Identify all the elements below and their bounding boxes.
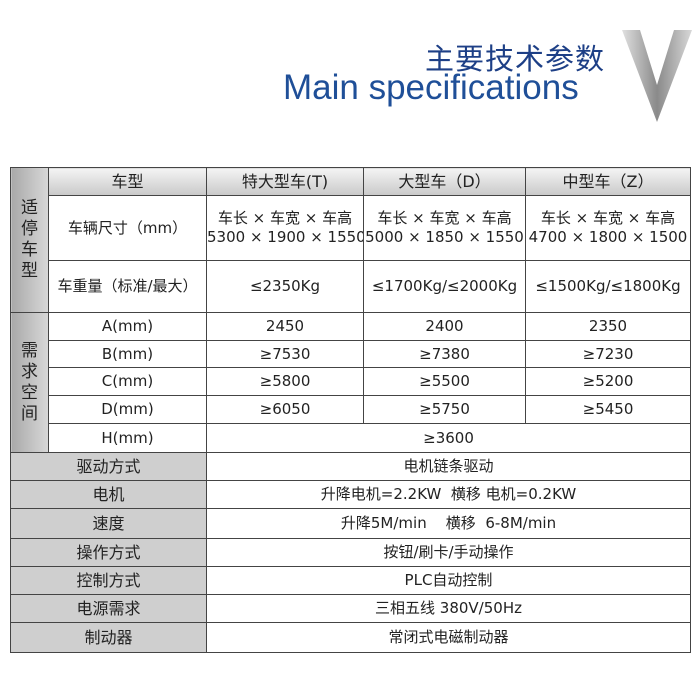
table-cell: ≥7230: [525, 340, 691, 368]
header-cell: 车型: [48, 167, 207, 196]
group-label-vehicle: 适停车型: [10, 167, 49, 313]
group-label-space: 需求空间: [10, 312, 49, 453]
table-row: 需求空间 A(mm) 2450 2400 2350: [10, 312, 691, 453]
spec-value: 按钮/刷卡/手动操作: [206, 538, 691, 567]
cell-line: 车长 × 车宽 × 车高: [540, 209, 676, 227]
row-label: A(mm): [48, 312, 207, 341]
spec-row: 操作方式 按钮/刷卡/手动操作: [10, 538, 691, 567]
header-cell: 大型车（D）: [363, 167, 526, 196]
spec-value: 常闭式电磁制动器: [206, 622, 691, 653]
table-cell: ≥7380: [363, 340, 526, 368]
spec-value: PLC自动控制: [206, 566, 691, 595]
table-cell: ≥5450: [525, 395, 691, 424]
table-cell: ≤1500Kg/≤1800Kg: [525, 260, 691, 313]
row-label: H(mm): [48, 423, 207, 453]
group-label-text: 适停车型: [21, 198, 38, 281]
row-label: 车辆尺寸（mm）: [48, 195, 207, 261]
table-cell: 2400: [363, 312, 526, 341]
table-row: 车重量（标准/最大） ≤2350Kg ≤1700Kg/≤2000Kg ≤1500…: [11, 260, 691, 313]
table-row: C(mm) ≥5800 ≥5500 ≥5200: [11, 367, 691, 396]
row-label: 车重量（标准/最大）: [48, 260, 207, 313]
row-label: D(mm): [48, 395, 207, 424]
spec-label: 速度: [10, 508, 207, 539]
cell-line: 车长 × 车宽 × 车高: [217, 209, 353, 227]
title-chinese: 主要技术参数: [425, 42, 606, 76]
table-cell: ≥7530: [206, 340, 364, 368]
spec-value: 升降电机=2.2KW 横移 电机=0.2KW: [206, 480, 691, 509]
spec-label: 电机: [10, 480, 207, 509]
spec-label: 制动器: [10, 622, 207, 653]
spec-row: 速度 升降5M/min 横移 6-8M/min: [10, 508, 691, 539]
spec-label: 操作方式: [10, 538, 207, 567]
spec-table: 适停车型 车型 特大型车(T) 大型车（D） 中型车（Z） 车辆尺寸（mm） 车…: [10, 167, 691, 653]
spec-label: 控制方式: [10, 566, 207, 595]
cell-line: 5300 × 1900 × 1550: [207, 228, 364, 246]
cell-line: 5000 × 1850 × 1550: [365, 228, 524, 246]
table-cell: ≥5750: [363, 395, 526, 424]
spec-label: 电源需求: [10, 594, 207, 623]
table-cell: 车长 × 车宽 × 车高 5300 × 1900 × 1550: [206, 195, 364, 261]
row-label: B(mm): [48, 340, 207, 368]
table-cell: 车长 × 车宽 × 车高 4700 × 1800 × 1500: [525, 195, 691, 261]
spec-value: 升降5M/min 横移 6-8M/min: [206, 508, 691, 539]
table-row: B(mm) ≥7530 ≥7380 ≥7230: [11, 340, 691, 368]
cell-line: 车长 × 车宽 × 车高: [377, 209, 512, 227]
table-row: H(mm) ≥3600: [11, 423, 691, 453]
spec-row: 电源需求 三相五线 380V/50Hz: [10, 594, 691, 623]
table-cell: ≥5200: [525, 367, 691, 396]
table-cell: 2350: [525, 312, 691, 341]
header-cell: 中型车（Z）: [525, 167, 691, 196]
table-header-row: 适停车型 车型 特大型车(T) 大型车（D） 中型车（Z）: [10, 167, 691, 313]
chevron-down-icon: [622, 30, 692, 122]
table-row: D(mm) ≥6050 ≥5750 ≥5450: [11, 395, 691, 424]
header-cell: 特大型车(T): [206, 167, 364, 196]
table-cell: ≤1700Kg/≤2000Kg: [363, 260, 526, 313]
table-cell: ≥5800: [206, 367, 364, 396]
table-cell: 2450: [206, 312, 364, 341]
spec-row: 控制方式 PLC自动控制: [10, 566, 691, 595]
table-row: 车辆尺寸（mm） 车长 × 车宽 × 车高 5300 × 1900 × 1550 …: [11, 195, 691, 261]
spec-value: 电机链条驱动: [206, 452, 691, 481]
group-label-text: 需求空间: [21, 340, 38, 424]
row-label: C(mm): [48, 367, 207, 396]
table-cell: 车长 × 车宽 × 车高 5000 × 1850 × 1550: [363, 195, 526, 261]
cell-line: 4700 × 1800 × 1500: [528, 228, 688, 246]
table-cell: ≥6050: [206, 395, 364, 424]
spec-row: 驱动方式 电机链条驱动: [10, 452, 691, 481]
title-english: Main specifications: [283, 68, 579, 107]
table-cell: ≥5500: [363, 367, 526, 396]
table-cell: ≥3600: [206, 423, 691, 453]
spec-row: 电机 升降电机=2.2KW 横移 电机=0.2KW: [10, 480, 691, 509]
spec-row: 制动器 常闭式电磁制动器: [10, 622, 691, 653]
spec-value: 三相五线 380V/50Hz: [206, 594, 691, 623]
table-cell: ≤2350Kg: [206, 260, 364, 313]
spec-label: 驱动方式: [10, 452, 207, 481]
